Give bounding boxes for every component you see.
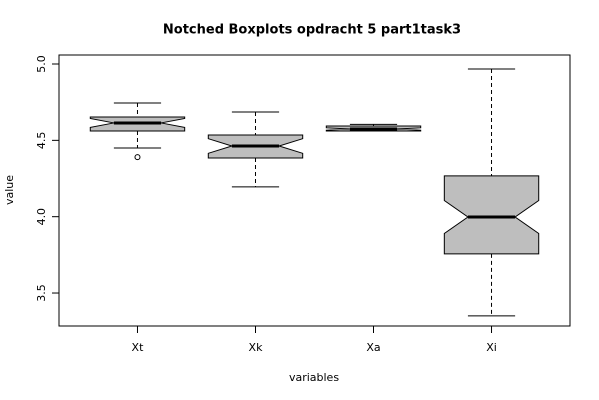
y-tick-label: 5.0 [35, 55, 48, 73]
outlier [134, 154, 141, 161]
y-axis-label: value [3, 175, 16, 205]
box [443, 175, 540, 255]
x-tick-label: Xk [249, 341, 264, 354]
x-axis-label: variables [289, 371, 339, 384]
x-tick-label: Xa [366, 341, 380, 354]
y-tick-label: 4.5 [35, 132, 48, 150]
x-tick-label: Xt [132, 341, 145, 354]
chart-title: Notched Boxplots opdracht 5 part1task3 [163, 23, 461, 38]
y-tick-label: 3.5 [35, 284, 48, 302]
y-tick-label: 4.0 [35, 208, 48, 226]
x-tick-label: Xi [486, 341, 497, 354]
plot-frame [58, 54, 571, 327]
